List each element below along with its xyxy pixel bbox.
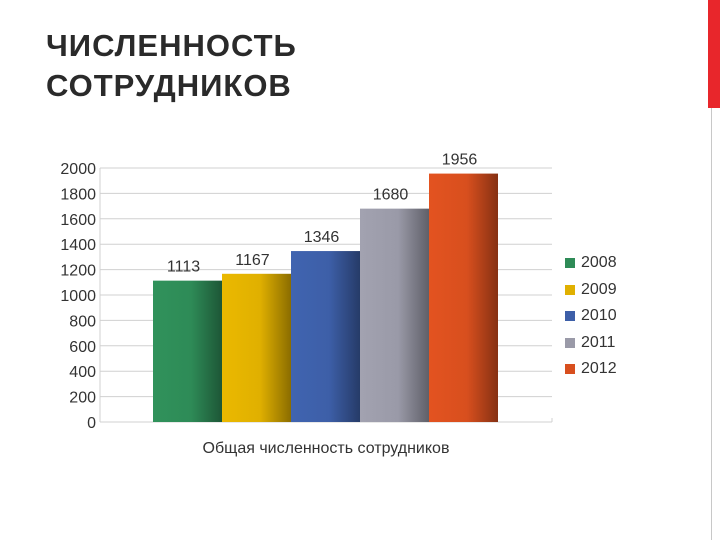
x-axis-label: Общая численность сотрудников [203, 440, 450, 457]
y-axis-ticks: 0 200 400 600 800 1000 1200 1400 1600 1800 2000 [60, 161, 96, 432]
legend-label: 2009 [581, 280, 617, 298]
y-tick-label: 0 [87, 415, 96, 432]
legend-item-2012: 2012 [565, 356, 617, 383]
y-tick-label: 600 [69, 339, 96, 356]
y-tick-label: 1800 [60, 186, 96, 203]
legend-item-2010: 2010 [565, 303, 617, 330]
bars [153, 173, 498, 422]
y-tick-label: 1400 [60, 237, 96, 254]
y-tick-label: 1200 [60, 263, 96, 280]
data-label-2010: 1346 [304, 229, 340, 246]
legend-label: 2012 [581, 360, 617, 378]
legend-swatch [565, 258, 575, 269]
y-tick-label: 2000 [60, 161, 96, 178]
legend-item-2011: 2011 [565, 330, 617, 357]
bar-2011 [360, 208, 429, 422]
legend-item-2009: 2009 [565, 277, 617, 304]
legend-swatch [565, 364, 575, 375]
y-tick-label: 1600 [60, 212, 96, 229]
accent-bar [708, 0, 720, 108]
bar-2012 [429, 173, 498, 422]
y-tick-label: 800 [69, 313, 96, 330]
edge-divider [711, 108, 712, 540]
bar-2008 [153, 280, 222, 422]
data-label-2012: 1956 [442, 152, 478, 169]
bar-2009 [222, 273, 291, 422]
title-line-2: СОТРУДНИКОВ [46, 68, 292, 103]
data-label-2008: 1113 [167, 259, 200, 276]
bar-2010 [291, 251, 360, 422]
slide-title: ЧИСЛЕННОСТЬ СОТРУДНИКОВ [46, 26, 297, 106]
data-label-2011: 1680 [373, 187, 409, 204]
data-label-2009: 1167 [235, 252, 270, 269]
y-tick-label: 1000 [60, 288, 96, 305]
legend-label: 2011 [581, 333, 616, 351]
title-line-1: ЧИСЛЕННОСТЬ [46, 28, 297, 63]
legend-swatch [565, 311, 575, 322]
chart-legend: 2008 2009 2010 2011 2012 [565, 250, 617, 383]
legend-item-2008: 2008 [565, 250, 617, 277]
legend-swatch [565, 284, 575, 295]
y-tick-label: 400 [69, 364, 96, 381]
data-labels: 1113 1167 1346 1680 1956 [167, 152, 478, 276]
y-tick-label: 200 [69, 390, 96, 407]
legend-swatch [565, 337, 575, 348]
legend-label: 2010 [581, 307, 617, 325]
legend-label: 2008 [581, 254, 617, 272]
